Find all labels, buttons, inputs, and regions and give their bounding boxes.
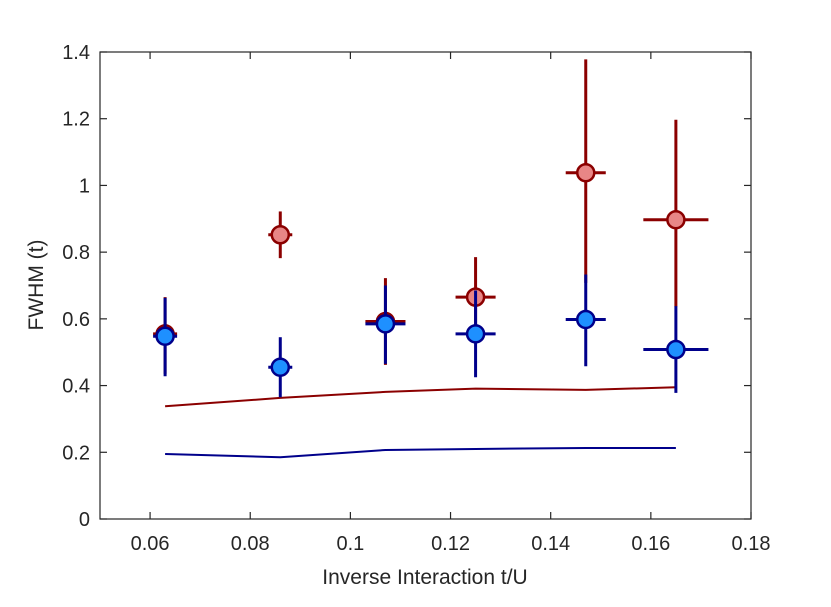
data-point bbox=[575, 309, 596, 330]
point-series-group bbox=[153, 59, 709, 398]
data-point bbox=[270, 225, 291, 245]
x-tick-label: 0.12 bbox=[431, 533, 470, 555]
line-series-group bbox=[165, 386, 676, 459]
y-tick-label: 0 bbox=[79, 509, 90, 531]
x-tick-label: 0.1 bbox=[336, 533, 364, 555]
x-axis-label: Inverse Interaction t/U bbox=[322, 566, 527, 589]
line-series-1 bbox=[165, 446, 676, 459]
plot-frame bbox=[99, 51, 752, 520]
x-tick-label: 0.06 bbox=[131, 533, 170, 555]
x-tick-label: 0.08 bbox=[231, 533, 270, 555]
y-tick-label: 1 bbox=[79, 175, 90, 197]
y-axis: 0 0.2 0.4 0.6 0.8 1 1.2 1.4 bbox=[62, 42, 751, 531]
data-point bbox=[575, 163, 596, 183]
y-tick-label: 1.4 bbox=[62, 42, 90, 64]
x-axis: 0.06 0.08 0.1 0.12 0.14 0.16 0.18 bbox=[131, 52, 771, 555]
plot-area bbox=[100, 52, 751, 519]
data-point bbox=[155, 326, 175, 346]
y-tick-label: 1.2 bbox=[62, 109, 90, 131]
data-point bbox=[375, 314, 396, 334]
x-tick-label: 0.16 bbox=[631, 533, 670, 555]
x-tick-label: 0.18 bbox=[732, 533, 771, 555]
data-point bbox=[465, 324, 486, 344]
point-series-1 bbox=[153, 274, 709, 398]
y-tick-label: 0.6 bbox=[62, 309, 90, 331]
data-point bbox=[270, 357, 291, 377]
x-tick-label: 0.14 bbox=[531, 533, 570, 555]
data-point bbox=[666, 339, 686, 360]
y-tick-label: 0.8 bbox=[62, 242, 90, 264]
y-axis-label: FWHM (t) bbox=[25, 240, 48, 331]
y-tick-label: 0.4 bbox=[62, 376, 90, 398]
line-series-0 bbox=[165, 386, 676, 408]
y-tick-label: 0.2 bbox=[62, 442, 90, 464]
data-point bbox=[666, 210, 686, 230]
